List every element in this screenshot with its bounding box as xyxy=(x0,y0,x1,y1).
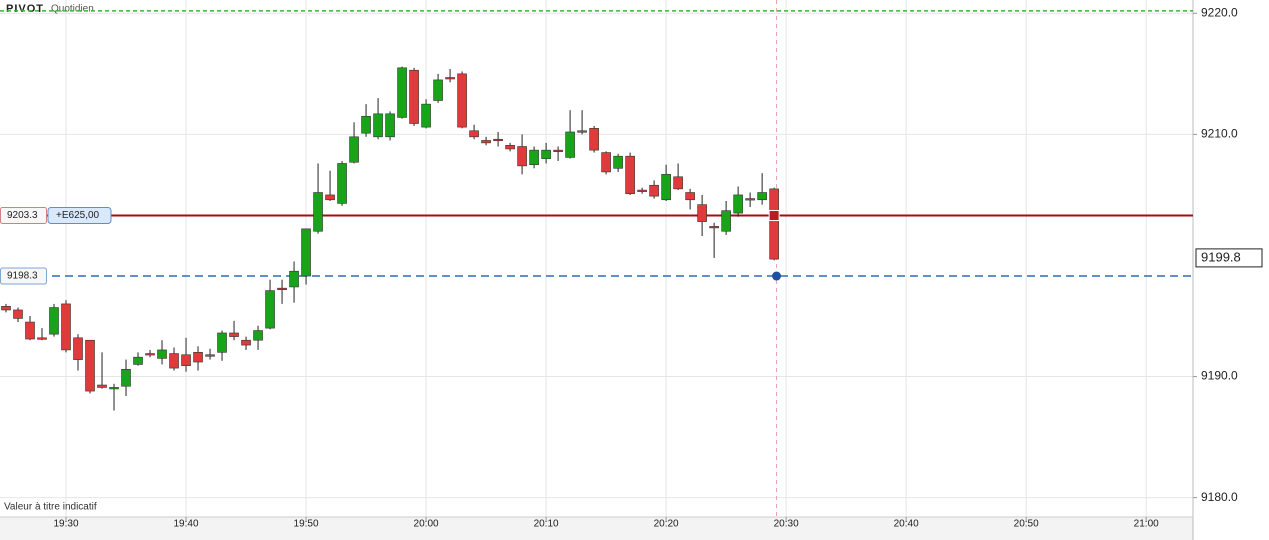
last-price: 9199.8 xyxy=(1201,249,1241,264)
candle-body xyxy=(421,103,431,128)
candle-body xyxy=(337,163,347,204)
x-tick-label: 20:20 xyxy=(654,519,679,530)
candle-body xyxy=(361,115,371,134)
x-tick-label: 20:10 xyxy=(534,519,559,530)
candle-body xyxy=(673,176,683,190)
candle-body xyxy=(109,387,119,390)
candle-body xyxy=(553,149,563,152)
note: Valeur à titre indicatif xyxy=(4,502,97,513)
x-tick-label: 20:30 xyxy=(774,519,799,530)
candle-body xyxy=(769,188,779,260)
candle-body xyxy=(25,321,35,340)
candle-body xyxy=(565,131,575,158)
now-dot xyxy=(772,271,782,281)
y-tick-label: 9210.0 xyxy=(1201,127,1238,141)
candle-body xyxy=(445,77,455,80)
position-marker xyxy=(768,210,780,222)
chart-subtitle: Quotidien xyxy=(51,4,94,15)
candle-body xyxy=(229,332,239,337)
chart-title: PIVOT xyxy=(6,3,44,15)
candle-body xyxy=(397,67,407,118)
x-tick-label: 20:00 xyxy=(414,519,439,530)
candle-body xyxy=(73,337,83,360)
candle-body xyxy=(457,73,467,128)
candle-body xyxy=(697,204,707,222)
candle-body xyxy=(265,290,275,329)
last-price-box xyxy=(1195,248,1263,268)
candle-body xyxy=(277,287,287,290)
candle-body xyxy=(613,155,623,169)
y-tick-label: 9220.0 xyxy=(1201,5,1238,19)
level-label-box xyxy=(0,207,47,225)
candle-body xyxy=(709,226,719,229)
x-tick-label: 21:00 xyxy=(1134,519,1159,530)
level-label: 9198.3 xyxy=(7,271,38,282)
candle-body xyxy=(289,270,299,288)
y-tick-label: 9190.0 xyxy=(1201,369,1238,383)
candle-body xyxy=(589,128,599,151)
candle-body xyxy=(529,149,539,165)
candle-body xyxy=(13,309,23,319)
candle-body xyxy=(517,146,527,167)
x-tick-label: 19:40 xyxy=(174,519,199,530)
x-tick-label: 19:30 xyxy=(53,519,78,530)
candle-body xyxy=(721,210,731,232)
candle-body xyxy=(409,69,419,124)
candle-body xyxy=(49,307,59,335)
candle-body xyxy=(493,138,503,142)
candle-body xyxy=(217,332,227,353)
x-tick-label: 19:50 xyxy=(294,519,319,530)
candle-body xyxy=(649,184,659,197)
candle-body xyxy=(169,353,179,369)
candle-body xyxy=(757,192,767,201)
candle-body xyxy=(205,354,215,357)
candle-body xyxy=(1,306,11,311)
candle-body xyxy=(433,79,443,101)
candle-body xyxy=(121,368,131,387)
candle-body xyxy=(505,144,515,150)
candle-body xyxy=(373,113,383,138)
candle-body xyxy=(241,339,251,346)
x-tick-label: 20:40 xyxy=(894,519,919,530)
candle-body xyxy=(301,228,311,277)
level-label-box xyxy=(0,267,47,285)
candle-body xyxy=(61,303,71,351)
candle-body xyxy=(181,354,191,366)
x-tick-label: 20:50 xyxy=(1014,519,1039,530)
candle-body xyxy=(157,349,167,359)
level-label: 9203.3 xyxy=(7,210,38,221)
candle-body xyxy=(85,339,95,392)
candle-body xyxy=(349,136,359,163)
candle-body xyxy=(193,352,203,363)
candle-body xyxy=(733,194,743,214)
candle-body xyxy=(469,130,479,138)
x-axis-band xyxy=(0,517,1193,540)
candle-body xyxy=(541,149,551,159)
candle-body xyxy=(625,155,635,195)
candle-body xyxy=(37,337,47,340)
level-tag-box xyxy=(47,207,112,225)
candle-body xyxy=(481,140,491,144)
candle-body xyxy=(685,192,695,201)
candle-body xyxy=(325,194,335,201)
level-tag: +E625,00 xyxy=(56,210,100,221)
candle-body xyxy=(97,384,107,388)
candle-body xyxy=(385,113,395,138)
candle-body xyxy=(313,192,323,232)
candle-body xyxy=(577,130,587,133)
candle-body xyxy=(253,330,263,341)
candle-body xyxy=(637,189,647,192)
y-tick-label: 9180.0 xyxy=(1201,490,1238,504)
candle-body xyxy=(601,152,611,173)
candle-body xyxy=(661,174,671,201)
candle-body xyxy=(133,356,143,365)
candle-body xyxy=(745,198,755,201)
candle-body xyxy=(145,353,155,356)
